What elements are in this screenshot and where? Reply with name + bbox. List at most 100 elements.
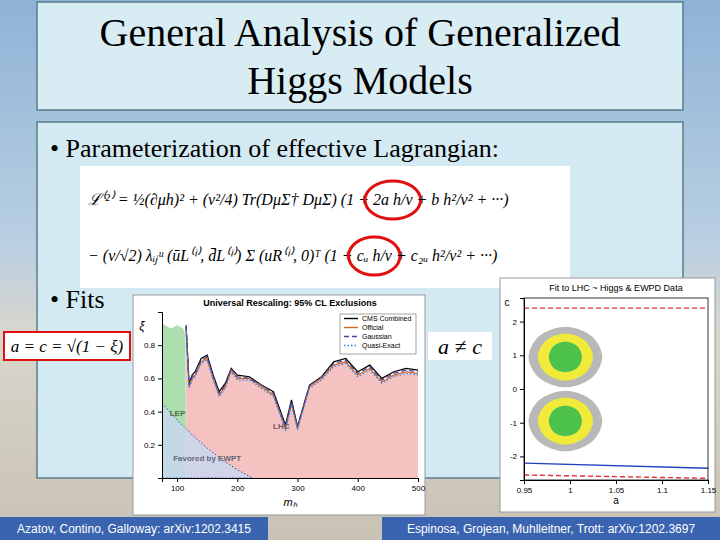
axis-line xyxy=(520,299,525,481)
fit-label: a = c = √(1 − ξ) xyxy=(11,337,124,356)
axis-title: a xyxy=(613,495,619,506)
tick: 100 xyxy=(171,478,185,493)
tick: 0.2 xyxy=(144,441,162,450)
title-box xyxy=(37,2,683,110)
tick-label: -2 xyxy=(510,452,518,461)
tick: 200 xyxy=(231,478,245,493)
region-label: LHC xyxy=(273,422,290,431)
tick-label: 0.4 xyxy=(144,408,156,417)
axis: 0.95 1 1.05 1.1 1.15 xyxy=(517,480,717,495)
region xyxy=(162,403,252,478)
citation: Azatov, Contino, Galloway: arXiv:1202.34… xyxy=(17,522,251,536)
citation-box xyxy=(382,517,720,540)
series-line xyxy=(186,330,418,430)
title: Higgs Models xyxy=(247,58,473,103)
plot-marks xyxy=(524,308,708,478)
tick-label: 1.05 xyxy=(609,486,625,495)
equation: cᵤ h/v xyxy=(357,247,393,264)
tick-label: 500 xyxy=(412,484,426,493)
tick: 2 xyxy=(513,318,524,327)
series-line xyxy=(186,327,418,427)
citation: Espinosa, Grojean, Muhlleitner, Trott: a… xyxy=(407,522,695,536)
equation: + c₂ᵤ h²/v² + ···) xyxy=(392,247,497,265)
tick: 1.05 xyxy=(609,480,625,495)
tick-label: 1.15 xyxy=(701,486,717,495)
tick-mark xyxy=(418,478,419,482)
legend-swatch xyxy=(344,318,358,319)
contour xyxy=(549,342,582,372)
tick: 500 xyxy=(412,478,426,493)
tick-label: 2 xyxy=(513,318,518,327)
fit-label-box xyxy=(428,332,492,360)
tick-label: 0.95 xyxy=(517,486,533,495)
plot-marks xyxy=(162,324,418,478)
chart-frame xyxy=(500,278,715,512)
tick: 1 xyxy=(568,480,573,495)
tick-mark xyxy=(158,445,162,446)
axis: -2 -1 0 1 2 xyxy=(510,299,525,481)
contour xyxy=(549,406,582,436)
tick-label: 0.6 xyxy=(144,374,156,383)
legend-swatch xyxy=(344,327,358,328)
fit-label-box xyxy=(4,332,130,360)
series-line xyxy=(186,329,418,429)
tick: 1.1 xyxy=(657,480,669,495)
tick-mark xyxy=(158,345,162,346)
series-line xyxy=(524,475,708,478)
tick-mark xyxy=(298,478,299,482)
tick: 0.6 xyxy=(144,374,162,383)
equation: + b h²/v² + ···) xyxy=(413,191,509,209)
fit-label: a ≠ c xyxy=(438,334,482,359)
tick-label: 100 xyxy=(171,484,185,493)
tick-mark xyxy=(708,480,709,484)
series-line xyxy=(524,307,708,308)
title: General Analysis of Generalized xyxy=(100,10,621,55)
tick-label: 200 xyxy=(231,484,245,493)
tick-mark xyxy=(616,480,617,484)
axis-title: c xyxy=(505,297,510,308)
series-line xyxy=(524,463,708,468)
tick: 0 xyxy=(513,385,524,394)
slide: General Analysis of GeneralizedHiggs Mod… xyxy=(0,0,720,540)
legend-entry: CMS Combined xyxy=(362,315,412,322)
tick-label: 1 xyxy=(568,486,573,495)
legend-swatch xyxy=(344,345,358,346)
tick-mark xyxy=(177,478,178,482)
tick-mark xyxy=(520,355,524,356)
legend-entry: Quasi-Exact xyxy=(362,342,400,350)
tick: 1.15 xyxy=(701,480,717,495)
tick-label: 400 xyxy=(352,484,366,493)
axis-line xyxy=(525,481,709,485)
tick-mark xyxy=(520,423,524,424)
contour xyxy=(529,391,603,452)
tick-mark xyxy=(520,322,524,323)
region-label: Favored by EWPT xyxy=(173,454,241,463)
axis-line xyxy=(158,313,163,479)
contour xyxy=(529,327,603,388)
chart-title: Fit to LHC ~ Higgs & EWPD Data xyxy=(549,283,682,293)
equation-box xyxy=(80,166,570,288)
equation: ℒ⁽²⁾ = ½(∂μh)² + (v²/4) Tr(DμΣ† DμΣ) (1 … xyxy=(88,190,373,209)
legend-entry: Official xyxy=(362,324,384,331)
contour xyxy=(538,333,593,380)
tick: 300 xyxy=(291,478,305,493)
tick: 400 xyxy=(352,478,366,493)
legend-entry: Gaussian xyxy=(362,333,392,340)
axis-title: mₕ xyxy=(283,496,297,508)
tick: 1 xyxy=(513,351,524,360)
tick-label: 0.2 xyxy=(144,441,156,450)
tick: 0.4 xyxy=(144,408,162,417)
background xyxy=(0,0,720,540)
citation-box xyxy=(0,517,268,540)
contour xyxy=(538,397,593,444)
tick-label: 1 xyxy=(513,351,518,360)
chart-title: Universal Rescaling: 95% CL Exclusions xyxy=(203,298,376,308)
bullet: • Parameterization of effective Lagrangi… xyxy=(50,134,499,163)
tick: -1 xyxy=(510,419,524,428)
tick-label: 0 xyxy=(513,385,518,394)
tick-label: 1.1 xyxy=(657,486,669,495)
tick-label: 0.8 xyxy=(144,341,156,350)
tick-mark xyxy=(520,389,524,390)
axis-line xyxy=(163,479,419,483)
tick: -2 xyxy=(510,452,524,461)
